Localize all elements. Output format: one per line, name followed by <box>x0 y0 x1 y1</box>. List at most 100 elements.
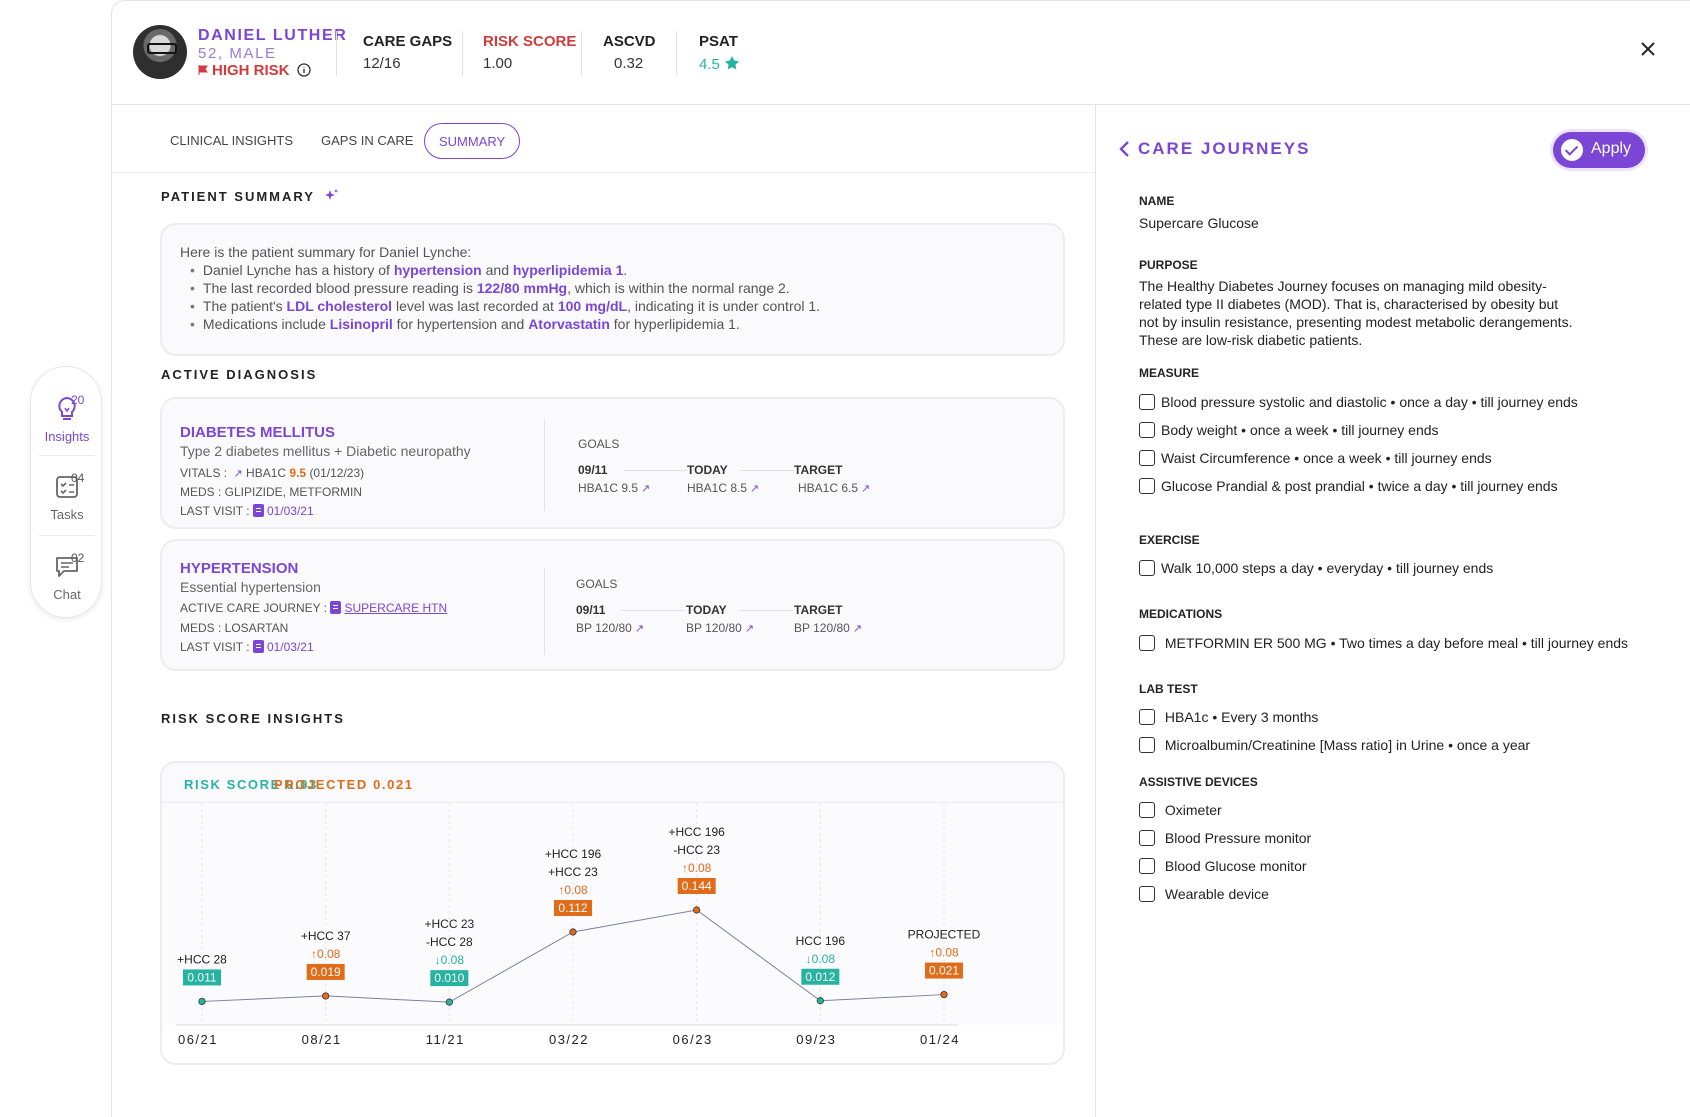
checkbox-label: Oximeter <box>1161 802 1222 818</box>
value-badge <box>554 900 592 916</box>
avatar <box>133 25 187 79</box>
checkbox[interactable] <box>1139 394 1155 410</box>
delta-label: ↓0.08 <box>435 953 465 967</box>
checkbox[interactable] <box>1139 886 1155 902</box>
checkbox[interactable] <box>1139 450 1155 466</box>
checkbox-label: Wearable device <box>1161 886 1269 902</box>
rail-chat[interactable]: 02 Chat <box>31 531 103 611</box>
vitals-name: HBA1C <box>246 466 287 480</box>
value-label: 0.021 <box>929 964 959 978</box>
care-journeys-title: CARE JOURNEYS <box>1138 139 1311 158</box>
goal-value-text: HBA1C 9.5 <box>578 481 639 495</box>
sparkle-icon <box>325 189 339 200</box>
value-badge <box>430 970 469 987</box>
measure-checkbox[interactable]: Glucose Prandial & post prandial • twice… <box>1139 478 1558 494</box>
checkbox[interactable] <box>1139 858 1155 874</box>
goals-label: GOALS <box>576 577 618 591</box>
document-icon <box>252 640 264 653</box>
highlight: 122/80 mmHg <box>476 280 568 296</box>
checkbox[interactable] <box>1139 422 1155 438</box>
measure-checkbox[interactable]: Waist Circumference • once a week • till… <box>1139 450 1492 466</box>
delta-label: ↑0.08 <box>558 883 588 897</box>
vitals-value: 9.5 <box>289 466 307 480</box>
device-checkbox[interactable]: Oximeter <box>1139 802 1222 818</box>
info-icon[interactable] <box>297 63 311 77</box>
measure-checkbox[interactable]: Blood pressure systolic and diastolic • … <box>1139 394 1578 410</box>
hcc-note: +HCC 23 <box>548 865 598 879</box>
exercise-checkbox[interactable]: Walk 10,000 steps a day • everyday • til… <box>1139 560 1493 576</box>
text: and <box>481 262 513 278</box>
header-divider <box>581 31 582 76</box>
plot-background <box>162 803 1063 1025</box>
value-label: 0.144 <box>682 879 712 893</box>
risk-score-heading: RISK SCORE INSIGHTS <box>161 711 345 726</box>
checkbox[interactable] <box>1139 709 1155 725</box>
checkbox[interactable] <box>1139 560 1155 576</box>
tasks-count: 04 <box>71 471 85 485</box>
checkbox[interactable] <box>1139 478 1155 494</box>
hcc-note: -HCC 28 <box>426 935 473 949</box>
data-point <box>816 997 824 1005</box>
goal-label: 09/11 <box>578 463 608 477</box>
text: The last recorded blood pressure reading… <box>202 280 477 296</box>
goal-value-text: BP 120/80 <box>576 621 632 635</box>
rail-tasks[interactable]: 04 Tasks <box>31 451 103 531</box>
checkbox[interactable] <box>1139 830 1155 846</box>
trend-up-icon: ↗ <box>641 483 651 495</box>
rail-insights[interactable]: 20 Insights <box>31 373 103 453</box>
trend-up-icon: ↗ <box>750 483 760 495</box>
summary-item: The patient's LDL cholesterol level was … <box>184 297 1045 315</box>
stat-risk-score: RISK SCORE 1.00 <box>483 33 576 72</box>
tab-summary[interactable]: SUMMARY <box>424 123 521 159</box>
flag-icon <box>198 65 208 75</box>
value-label: 0.112 <box>558 901 587 915</box>
care-journey-line: ACTIVE CARE JOURNEY : SUPERCARE HTN <box>180 601 447 615</box>
last-visit-date[interactable]: 01/03/21 <box>266 504 314 518</box>
trend-up-icon: ↗ <box>852 623 863 635</box>
diagnosis-name: DIABETES MELLITUS <box>180 424 336 441</box>
meds-line: MEDS : GLIPIZIDE, METFORMIN <box>180 485 363 499</box>
name-label: NAME <box>1139 194 1175 208</box>
medication-checkbox[interactable]: METFORMIN ER 500 MG • Two times a day be… <box>1139 635 1628 651</box>
value-badge <box>306 963 345 980</box>
lab-test-checkbox[interactable]: HBA1c • Every 3 months <box>1139 709 1318 725</box>
tab-clinical-insights[interactable]: CLINICAL INSIGHTS <box>170 133 294 148</box>
header-divider <box>676 31 677 76</box>
tab-gaps-in-care[interactable]: GAPS IN CARE <box>321 133 414 148</box>
goals-label: GOALS <box>578 437 620 451</box>
last-visit-date[interactable]: 01/03/21 <box>266 640 314 654</box>
device-checkbox[interactable]: Blood Pressure monitor <box>1139 830 1311 846</box>
measure-checkbox[interactable]: Body weight • once a week • till journey… <box>1139 422 1439 438</box>
delta-label: ↑0.08 <box>682 861 712 875</box>
highlight: LDL cholesterol <box>286 298 393 314</box>
checkbox[interactable] <box>1139 635 1155 651</box>
chat-count: 02 <box>71 551 85 565</box>
section-title: PATIENT SUMMARY <box>161 189 315 204</box>
device-checkbox[interactable]: Blood Glucose monitor <box>1139 858 1307 874</box>
risk-score-chart: 0.011 +HCC 28 0.019 ↑0.08 +HCC 37 0.010 ↓0.08 -… <box>162 803 1063 1047</box>
patient-header: DANIEL LUTHER 52, MALE HIGH RISK CARE GA… <box>112 1 1690 105</box>
side-rail: 20 Insights 04 Tasks 02 Chat <box>30 366 102 618</box>
summary-intro: Here is the patient summary for Daniel L… <box>180 244 472 260</box>
goal-label: 09/11 <box>576 603 606 617</box>
checkbox[interactable] <box>1139 737 1155 753</box>
card-divider <box>544 567 545 655</box>
value-badge <box>925 962 963 979</box>
hcc-note: PROJECTED <box>908 928 981 942</box>
lab-test-checkbox[interactable]: Microalbumin/Creatinine [Mass ratio] in … <box>1139 737 1530 753</box>
goal-value: BP 120/80 ↗ <box>794 621 862 635</box>
close-icon[interactable] <box>1638 39 1658 59</box>
device-checkbox[interactable]: Wearable device <box>1139 886 1269 902</box>
diagnosis-description: Essential hypertension <box>180 579 321 595</box>
x-tick-label: 01/24 <box>920 1032 960 1047</box>
care-journey-link[interactable]: SUPERCARE HTN <box>344 601 448 615</box>
chart-legend-bar <box>162 763 1063 803</box>
patient-age-sex: 52, MALE <box>198 45 277 62</box>
x-tick-label: 03/22 <box>549 1032 589 1047</box>
hcc-note: +HCC 23 <box>424 917 474 931</box>
checkbox[interactable] <box>1139 802 1155 818</box>
apply-button[interactable]: Apply <box>1553 132 1645 168</box>
hcc-note: +HCC 28 <box>177 952 227 966</box>
chat-label: Chat <box>53 587 81 602</box>
chevron-left-icon[interactable] <box>1118 140 1132 158</box>
